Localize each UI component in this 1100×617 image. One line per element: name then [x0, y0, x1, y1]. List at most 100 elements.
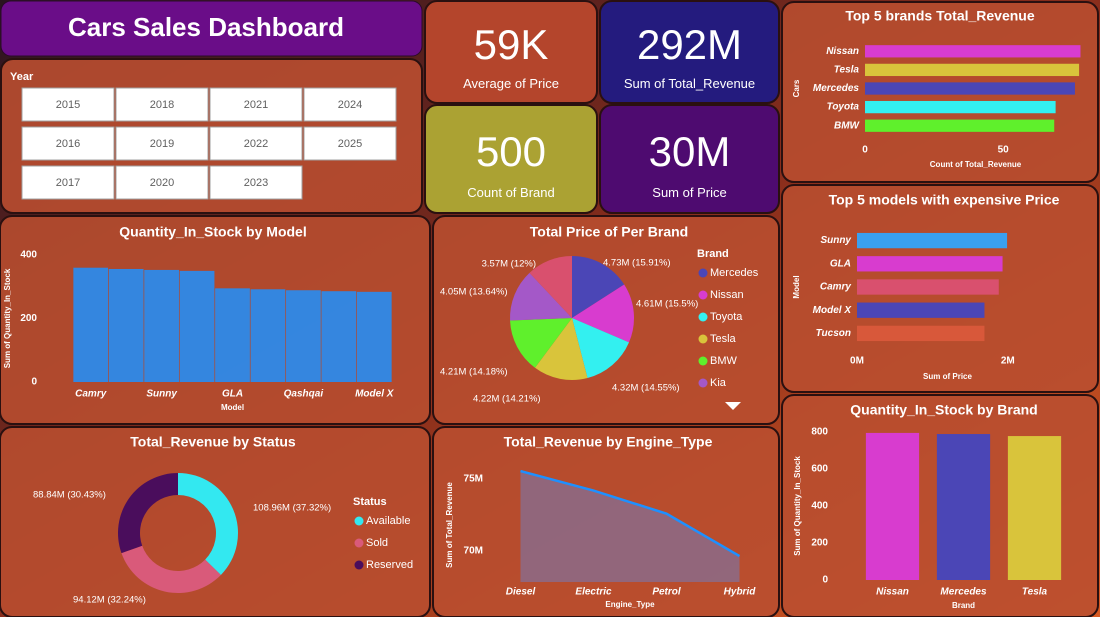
data-label: 88.84M (30.43%) — [33, 490, 106, 501]
y-tick-label: Tesla — [834, 65, 860, 76]
bar — [250, 289, 286, 382]
bar — [865, 63, 1080, 77]
legend-swatch — [698, 312, 708, 322]
x-axis-label: Count of Total_Revenue — [930, 160, 1022, 169]
x-tick-label: 0M — [850, 356, 864, 367]
x-axis-label: Sum of Price — [923, 372, 972, 381]
y-tick-label: Camry — [820, 282, 852, 293]
y-tick-label: BMW — [834, 120, 861, 131]
y-tick-label: Sunny — [820, 235, 851, 246]
dashboard-title: Cars Sales Dashboard — [68, 12, 344, 42]
y-tick-label: 800 — [811, 427, 828, 438]
data-label: 4.05M (13.64%) — [440, 287, 508, 298]
legend-swatch — [698, 268, 708, 278]
y-tick-label: Toyota — [827, 102, 860, 113]
chart-title: Top 5 brands Total_Revenue — [845, 8, 1035, 24]
year-option[interactable]: 2019 — [150, 138, 174, 150]
bar — [144, 269, 179, 382]
year-button[interactable] — [209, 126, 303, 161]
slice — [178, 473, 238, 575]
bar — [865, 45, 1081, 58]
kpi-label: Sum of Price — [652, 185, 726, 200]
year-option[interactable]: 2025 — [338, 138, 362, 150]
legend-swatch — [698, 378, 708, 388]
year-option[interactable]: 2021 — [244, 99, 268, 111]
year-button[interactable] — [303, 126, 397, 161]
legend-entry: Reserved — [366, 559, 413, 571]
title-box — [0, 0, 423, 57]
y-tick-label: 200 — [811, 538, 828, 549]
bar — [108, 268, 144, 382]
year-button[interactable] — [21, 87, 115, 122]
year-button[interactable] — [209, 87, 303, 122]
year-option[interactable]: 2024 — [338, 99, 362, 111]
kpi-label: Count of Brand — [467, 185, 554, 200]
x-tick-label: 50 — [998, 145, 1010, 156]
legend-entry: Sold — [366, 537, 388, 549]
y-tick-label: 0 — [822, 575, 828, 586]
x-tick-label: 2M — [1001, 356, 1015, 367]
legend-swatch — [698, 356, 708, 366]
y-tick-label: 600 — [811, 464, 828, 475]
bar — [215, 288, 250, 382]
legend-entry: Nissan — [710, 289, 744, 301]
bar — [857, 279, 999, 295]
bar — [857, 325, 985, 342]
year-option[interactable]: 2020 — [150, 177, 174, 189]
year-option[interactable]: 2023 — [244, 177, 268, 189]
year-button[interactable] — [115, 126, 209, 161]
y-tick-label: Nissan — [826, 46, 859, 57]
chart-title: Total_Revenue by Engine_Type — [504, 434, 713, 450]
year-button[interactable] — [115, 87, 209, 122]
bar — [321, 291, 357, 382]
y-tick-label: 400 — [811, 501, 828, 512]
legend-swatch — [698, 290, 708, 300]
bar — [936, 434, 991, 580]
data-label: 3.57M (12%) — [482, 259, 536, 270]
slicer-label: Year — [10, 71, 34, 83]
line — [520, 469, 741, 558]
data-label: 4.61M (15.5%) — [636, 299, 698, 310]
bar — [356, 291, 392, 382]
legend-entry: Kia — [710, 377, 727, 389]
panel — [424, 104, 598, 214]
y-tick-label: 400 — [20, 250, 37, 261]
year-option[interactable]: 2017 — [56, 177, 80, 189]
year-option[interactable]: 2022 — [244, 138, 268, 150]
data-label: 4.21M (14.18%) — [440, 367, 508, 378]
year-button[interactable] — [303, 87, 397, 122]
slice — [572, 256, 625, 318]
legend-entry: BMW — [710, 355, 738, 367]
year-button[interactable] — [21, 126, 115, 161]
chart-title: Top 5 models with expensive Price — [829, 192, 1060, 208]
year-button[interactable] — [21, 165, 115, 200]
year-option[interactable]: 2016 — [56, 138, 80, 150]
y-tick-label: 70M — [464, 546, 483, 557]
y-axis-label: Sum of Quantity_In_Stock — [793, 456, 802, 556]
year-option[interactable]: 2015 — [56, 99, 80, 111]
panel — [599, 0, 780, 104]
year-button[interactable] — [209, 165, 303, 200]
legend-entry: Mercedes — [710, 267, 759, 279]
legend-scroll[interactable] — [725, 402, 741, 410]
year-button[interactable] — [115, 165, 209, 200]
x-tick-label: 0 — [862, 145, 868, 156]
x-tick-label: Petrol — [652, 587, 681, 598]
bar — [857, 232, 1008, 249]
y-axis-label: Sum of Total_Revenue — [445, 482, 454, 568]
x-tick-label: Tesla — [1022, 587, 1048, 598]
data-label: 4.32M (14.55%) — [612, 383, 680, 394]
legend-swatch — [354, 516, 364, 526]
year-option[interactable]: 2018 — [150, 99, 174, 111]
bar — [865, 100, 1056, 114]
legend-swatch — [354, 560, 364, 570]
chart-title: Quantity_In_Stock by Model — [119, 224, 306, 240]
x-tick-label: GLA — [222, 389, 243, 400]
slice — [509, 272, 572, 321]
slice — [534, 318, 588, 380]
legend-entry: Toyota — [710, 311, 743, 323]
y-tick-label: Tucson — [816, 328, 851, 339]
x-tick-label: Diesel — [506, 587, 536, 598]
x-axis-label: Model — [221, 403, 244, 412]
slice — [118, 473, 178, 554]
